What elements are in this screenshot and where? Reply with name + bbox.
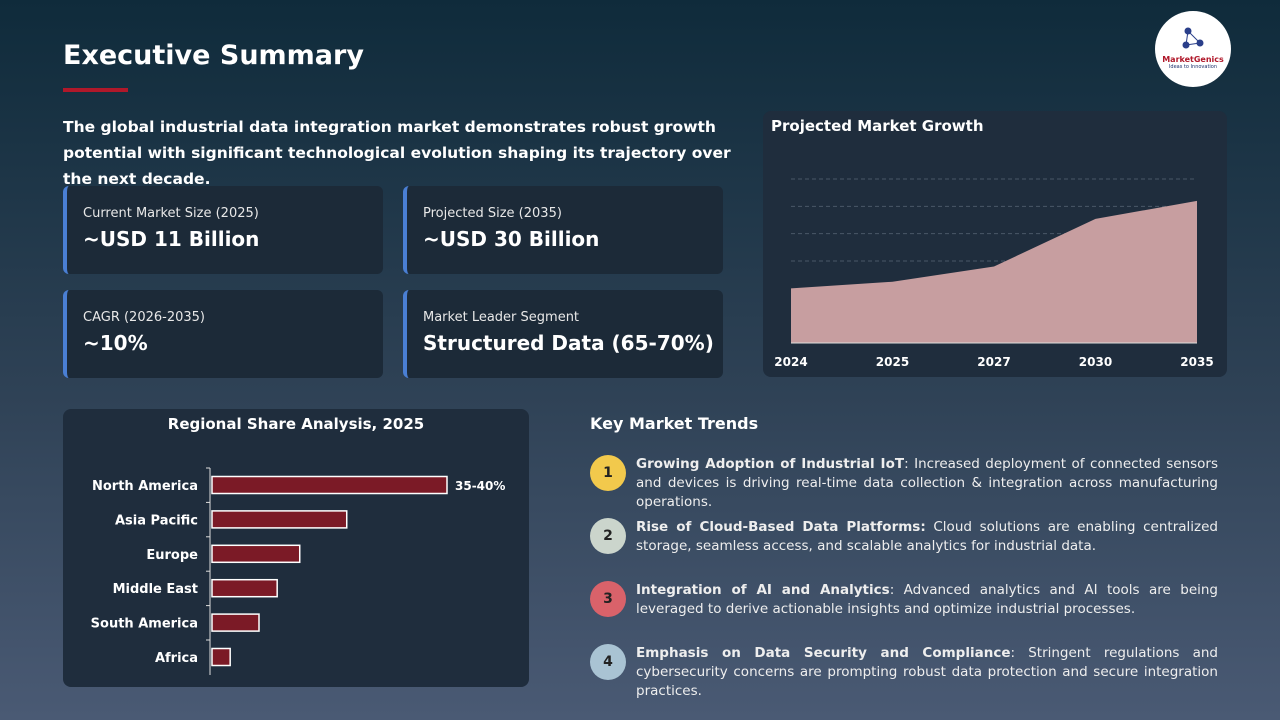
bar-panel: Regional Share Analysis, 2025 North Ameri… [63, 409, 529, 687]
trend-text: Emphasis on Data Security and Compliance… [636, 644, 1218, 701]
card-label: CAGR (2026-2035) [83, 310, 205, 325]
x-tick-label: 2035 [1180, 355, 1213, 369]
area [791, 200, 1197, 343]
trend-body: : Increased deployment of connected sens… [636, 456, 1218, 510]
card-value: ~10% [83, 331, 148, 355]
bar [211, 475, 448, 495]
area-chart: Projected Market Growth 2024 2025 2027 2030 2… [771, 117, 1214, 369]
y-tick-label: Europe [146, 548, 198, 563]
trend-number: 2 [590, 518, 626, 554]
y-tick-label: South America [91, 617, 198, 632]
bar [211, 544, 301, 564]
trend-text: Rise of Cloud-Based Data Platforms: Clou… [636, 518, 1218, 556]
intro: The global industrial data integration m… [63, 118, 731, 188]
trend-heading: Emphasis on Data Security and Compliance [636, 645, 1011, 661]
trends-title: Key Market Trends [590, 414, 759, 433]
trend-body: Cloud solutions are enabling centralized… [636, 519, 1218, 554]
trend-number: 4 [590, 644, 626, 680]
card-label: Current Market Size (2025) [83, 206, 259, 221]
trend-body: : Stringent regulations and cybersecurit… [636, 645, 1218, 699]
x-tick-label: 2030 [1079, 355, 1112, 369]
card: Market Leader Segment Structured Data (65… [403, 290, 723, 378]
trend-text: Growing Adoption of Industrial IoT: Incr… [636, 455, 1218, 512]
chart-title: Projected Market Growth [771, 117, 984, 135]
y-tick-label: Africa [155, 651, 198, 666]
trend-heading: Growing Adoption of Industrial IoT [636, 456, 905, 472]
bar [211, 613, 260, 632]
card-value: Structured Data (65-70%) [423, 331, 714, 355]
area-panel: Projected Market Growth 2024 2025 2027 2030 2… [763, 111, 1227, 377]
card: Current Market Size (2025) ~USD 11 Billio… [63, 186, 383, 274]
trend-number: 3 [590, 581, 626, 617]
card-value: ~USD 11 Billion [83, 227, 260, 251]
y-tick-label: North America [92, 479, 198, 494]
y-tick-label: Middle East [113, 582, 198, 597]
bar [211, 578, 278, 598]
trend-heading: Rise of Cloud-Based Data Platforms: [636, 519, 926, 535]
card-label: Market Leader Segment [423, 310, 580, 325]
trend-heading: Integration of AI and Analytics [636, 582, 890, 598]
bar [211, 510, 348, 529]
logo-icon [1182, 27, 1204, 49]
title: Executive Summary [63, 40, 364, 71]
x-tick-label: 2025 [876, 355, 909, 369]
y-tick-label: Asia Pacific [115, 513, 198, 528]
trend-text: Integration of AI and Analytics: Advance… [636, 581, 1218, 619]
value-label: 35-40% [455, 479, 505, 493]
chart-title: Regional Share Analysis, 2025 [168, 415, 424, 433]
title-underline [63, 88, 128, 92]
logo: MarketGenics Ideas to Innovation [1155, 11, 1231, 87]
x-tick-label: 2027 [977, 355, 1010, 369]
trend-number: 1 [590, 455, 626, 491]
trend-body: : Advanced analytics and AI tools are be… [636, 582, 1218, 617]
bar-chart: Regional Share Analysis, 2025 North Ameri… [91, 415, 505, 675]
card: CAGR (2026-2035) ~10% [63, 290, 383, 378]
x-tick-label: 2024 [774, 355, 807, 369]
card-label: Projected Size (2035) [423, 206, 562, 221]
logo-tagline: Ideas to Innovation [1168, 64, 1218, 70]
logo-name: MarketGenics [1162, 55, 1224, 64]
bar [211, 647, 231, 667]
card: Projected Size (2035) ~USD 30 Billion [403, 186, 723, 274]
card-value: ~USD 30 Billion [423, 227, 600, 251]
